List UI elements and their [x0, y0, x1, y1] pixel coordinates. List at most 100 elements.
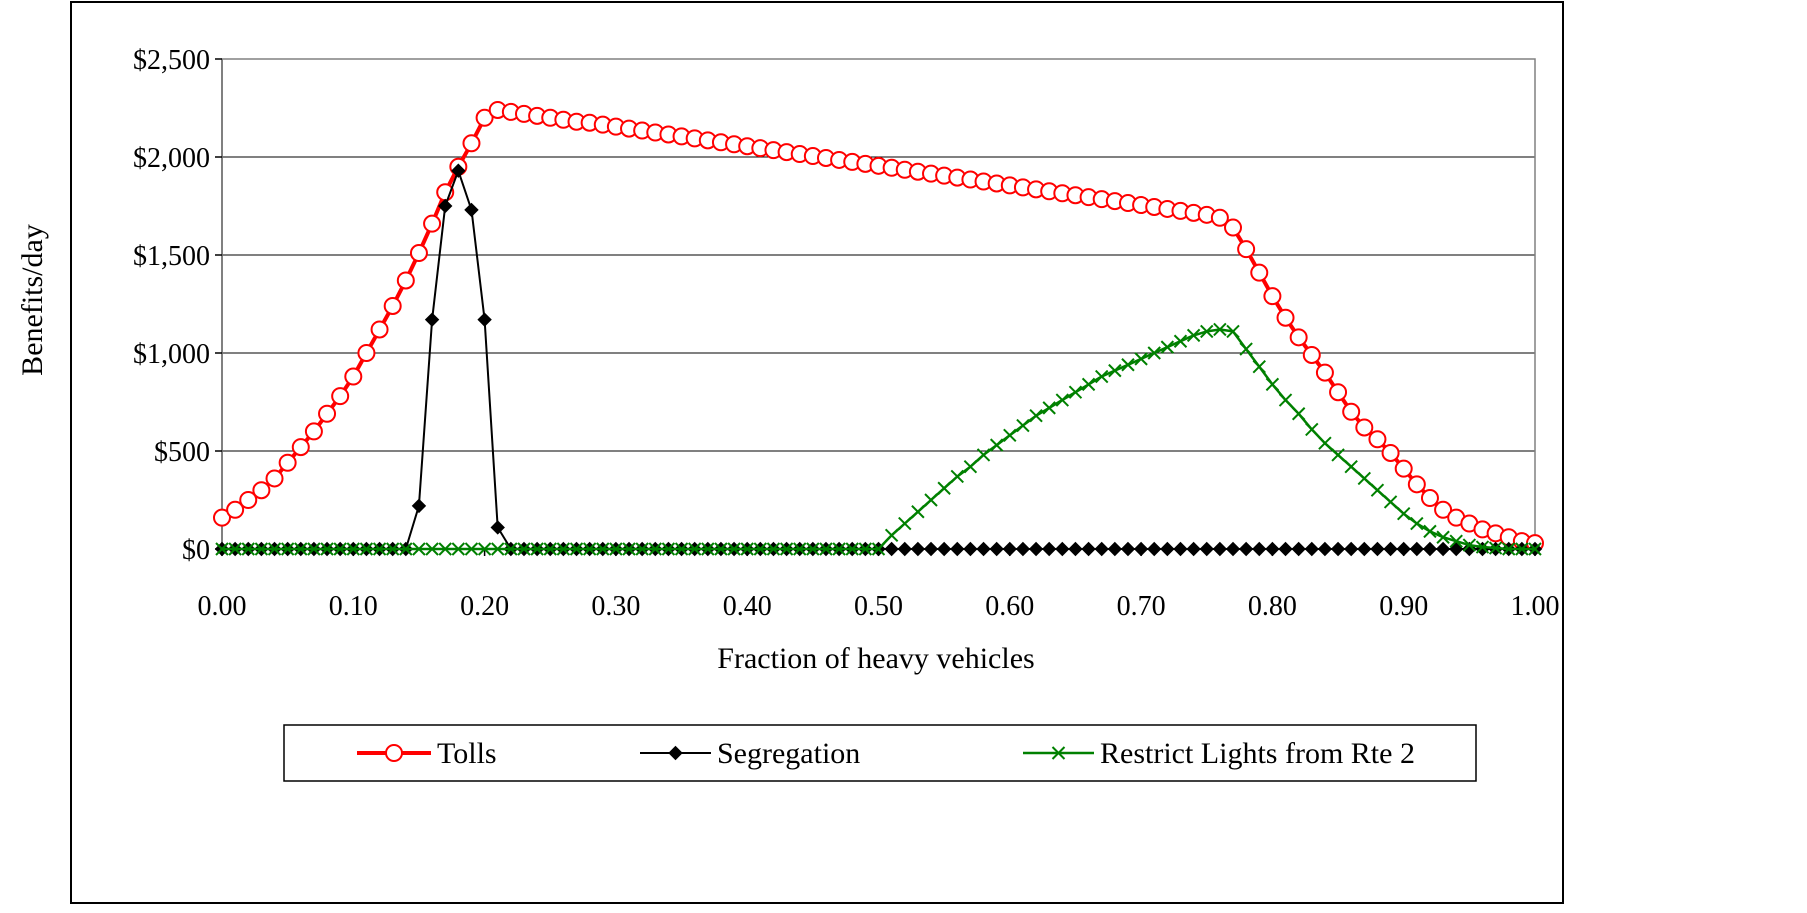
data-point [1344, 459, 1358, 474]
data-point [1410, 516, 1424, 531]
data-point [477, 542, 492, 556]
data-point [674, 542, 689, 556]
data-point [1407, 475, 1426, 494]
data-point [462, 134, 481, 153]
data-point [832, 542, 846, 556]
data-point [1475, 540, 1490, 554]
data-point [451, 163, 466, 178]
data-point [1357, 471, 1372, 486]
data-point [530, 542, 544, 556]
data-point [569, 542, 584, 556]
data-point [464, 542, 479, 556]
series-0 [213, 100, 1544, 553]
data-point [1002, 541, 1018, 557]
data-point [1238, 541, 1254, 557]
data-point [1420, 489, 1439, 508]
data-point [858, 542, 873, 556]
x-tick-label: 1.00 [1511, 591, 1560, 622]
data-point [701, 542, 715, 556]
data-point [1160, 340, 1175, 354]
data-point [1422, 541, 1438, 557]
legend-item-tolls: Tolls [357, 737, 497, 770]
data-point [1396, 507, 1411, 521]
data-point [265, 469, 284, 488]
x-tick-label: 0.60 [985, 591, 1034, 622]
data-point [490, 520, 505, 535]
legend-label-tolls: Tolls [437, 737, 497, 770]
data-point [819, 542, 833, 556]
data-point [1502, 542, 1516, 556]
data-point [1055, 541, 1070, 557]
legend-marker [1051, 746, 1066, 760]
data-point [1343, 541, 1359, 557]
data-point [1394, 459, 1413, 478]
data-point [1383, 541, 1398, 557]
x-tick-label: 0.70 [1117, 591, 1166, 622]
data-point [793, 542, 807, 556]
data-point [1462, 538, 1477, 552]
data-point [937, 481, 951, 495]
data-point [1121, 358, 1135, 372]
y-tick-label: $2,500 [133, 45, 210, 76]
data-point [1250, 263, 1269, 282]
data-point [884, 528, 899, 542]
data-point [871, 542, 886, 556]
x-axis-title: Fraction of heavy vehicles [717, 642, 1034, 675]
data-point [318, 404, 337, 423]
data-point [291, 438, 310, 457]
legend-label-segregation: Segregation [717, 737, 860, 770]
data-point [1028, 541, 1044, 557]
data-point [475, 108, 494, 127]
data-point [1225, 541, 1241, 557]
data-point [1291, 541, 1306, 557]
data-point [517, 542, 531, 556]
data-point [409, 244, 428, 263]
data-point [424, 312, 440, 327]
x-tick-label: 0.50 [854, 591, 903, 622]
data-point [307, 542, 321, 556]
data-point [1409, 541, 1425, 557]
data-point [411, 498, 427, 514]
data-point [383, 296, 402, 315]
data-point [1210, 208, 1229, 227]
data-point [635, 542, 649, 556]
data-point [1147, 346, 1161, 360]
data-point [504, 542, 518, 556]
data-point [252, 481, 271, 500]
data-point [582, 542, 597, 556]
data-point [1212, 541, 1228, 557]
data-point [1186, 328, 1201, 343]
data-point [1107, 541, 1123, 557]
data-point [1095, 369, 1109, 384]
data-point [1342, 402, 1361, 421]
data-point [1068, 385, 1083, 399]
data-point [1305, 422, 1319, 437]
data-point [1304, 541, 1319, 557]
data-point [346, 542, 361, 556]
legend-box [283, 724, 1477, 782]
data-point [845, 542, 859, 556]
data-point [1449, 534, 1463, 548]
data-point [1173, 541, 1188, 557]
data-point [950, 469, 964, 484]
legend-marker [668, 745, 683, 761]
data-point [1289, 328, 1308, 347]
series [213, 100, 1544, 557]
data-point [976, 541, 991, 557]
data-point [304, 422, 323, 441]
data-point [1016, 418, 1030, 433]
x-tick-label: 0.00 [198, 591, 247, 622]
data-point [911, 505, 925, 519]
x-tick-label: 0.90 [1379, 591, 1428, 622]
data-point [451, 542, 466, 556]
data-point [1383, 495, 1398, 509]
data-point [1435, 541, 1451, 557]
data-point [1291, 407, 1306, 421]
data-point [1081, 541, 1096, 557]
legend-item-segregation: Segregation [640, 737, 860, 770]
x-tick-label: 0.20 [460, 591, 509, 622]
y-axis-title: Benefits/day [16, 224, 49, 376]
data-point [936, 541, 952, 557]
data-point [357, 344, 376, 362]
